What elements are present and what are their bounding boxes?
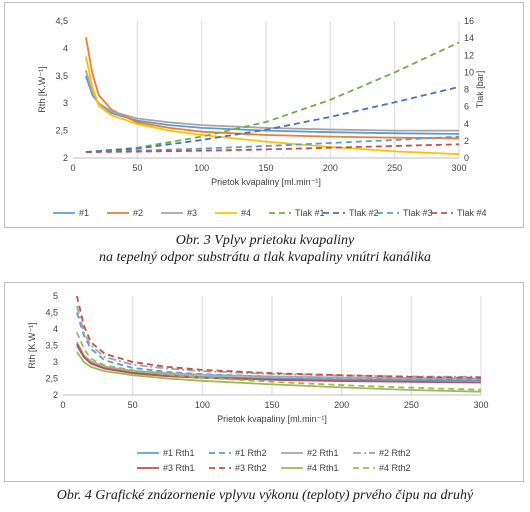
chart-figure-4: 0 50 100 150 200 250 300 2 2,5 3 3,5 4 4,5 5 Prietok k…	[27, 291, 489, 473]
figure-3-panel: 0 50 100 150 200 250 300 2 2,5 3 3,5 4 4,5 0 2 4 6 8 10 12 1…	[4, 2, 524, 228]
legend-label: #3	[187, 208, 197, 218]
y-tick-label: 5	[53, 291, 58, 301]
y-tick-label: 4,5	[45, 308, 58, 318]
y2-axis-title: Tlak [bar]	[475, 71, 485, 109]
legend-label: #1	[79, 208, 89, 218]
series-line-4	[85, 56, 459, 156]
x-tick-label: 0	[60, 400, 65, 410]
series-line-3	[76, 341, 481, 380]
x-tick-label: 150	[264, 400, 279, 410]
x-tick-label: 250	[387, 163, 402, 173]
y-axis-title: Rth [K.W⁻¹]	[27, 322, 37, 368]
figure-4-caption: Obr. 4 Grafické znázornenie vplyvu výkon…	[56, 488, 474, 503]
x-tick-label: 150	[258, 163, 273, 173]
y2-tick-label: 16	[464, 16, 474, 26]
y-tick-label: 2,5	[45, 374, 58, 384]
legend-label: #3 Rth2	[235, 463, 267, 473]
x-tick-label: 200	[334, 400, 349, 410]
figure-3-caption: Obr. 3 Vplyv prietoku kvapaliny na tepel…	[0, 232, 530, 266]
x-tick-label: 100	[194, 163, 209, 173]
series-line-4	[76, 305, 481, 378]
y-tick-label: 2	[63, 153, 68, 163]
series-line-8	[85, 143, 459, 153]
legend-label: Tlak #3	[403, 208, 433, 218]
y-tick-label: 3,5	[45, 341, 58, 351]
x-tick-label: 250	[404, 400, 419, 410]
y-tick-label: 2	[53, 390, 58, 400]
y2-tick-label: 0	[464, 153, 469, 163]
figure-3-caption-line2: na tepelný odpor substrátu a tlak kvapal…	[98, 250, 432, 265]
legend-label: #4 Rth1	[307, 463, 339, 473]
legend-label: #2 Rth2	[379, 448, 411, 458]
series-line-7	[76, 351, 481, 393]
y-tick-label: 2,5	[55, 126, 68, 136]
legend-label: Tlak #2	[349, 208, 379, 218]
y-tick-label: 4,5	[55, 16, 68, 26]
legend-label: #4 Rth2	[379, 463, 411, 473]
x-tick-label: 300	[451, 163, 466, 173]
figure-4-panel: 0 50 100 150 200 250 300 2 2,5 3 3,5 4 4,5 5 Prietok k…	[4, 282, 524, 482]
x-tick-label: 50	[128, 400, 138, 410]
y2-tick-label: 8	[464, 85, 469, 95]
y2-tick-label: 6	[464, 102, 469, 112]
y-axis-title: Rth [K.W⁻¹]	[37, 66, 47, 112]
x-axis-title: Prietok kvapaliny [ml.min⁻¹]	[211, 177, 321, 187]
y-tick-label: 3	[53, 357, 58, 367]
x-tick-label: 0	[70, 163, 75, 173]
series-line-7	[85, 135, 459, 153]
x-tick-label: 100	[195, 400, 210, 410]
y2-tick-label: 10	[464, 67, 474, 77]
y2-tick-label: 14	[464, 33, 474, 43]
legend-label: #3 Rth1	[163, 463, 195, 473]
series-line-2	[76, 312, 481, 380]
legend-label: #4	[241, 208, 251, 218]
x-axis-title: Prietok kvapaliny [ml.min⁻¹]	[217, 414, 327, 424]
figure-3-caption-line1: Obr. 3 Vplyv prietoku kvapaliny	[175, 233, 355, 248]
x-tick-label: 300	[473, 400, 488, 410]
series-line-5	[76, 343, 481, 384]
legend-label: #1 Rth2	[235, 448, 267, 458]
y-tick-label: 3,5	[55, 71, 68, 81]
legend-label: #2 Rth1	[307, 448, 339, 458]
y-tick-label: 4	[63, 43, 68, 53]
legend-label: #1 Rth1	[163, 448, 195, 458]
y-tick-label: 3	[63, 98, 68, 108]
y2-tick-label: 4	[464, 119, 469, 129]
x-tick-label: 200	[323, 163, 338, 173]
series-line-6	[76, 295, 481, 379]
series-line-6	[85, 86, 459, 153]
series-line-2	[85, 37, 459, 140]
chart-figure-3: 0 50 100 150 200 250 30022,533,544,50246810121…	[37, 16, 487, 218]
y-tick-label: 4	[53, 324, 58, 334]
y2-tick-label: 12	[464, 50, 474, 60]
y2-tick-label: 2	[464, 136, 469, 146]
legend-label: #2	[133, 208, 143, 218]
x-tick-label: 50	[132, 163, 142, 173]
legend-label: Tlak #4	[457, 208, 487, 218]
legend-label: Tlak #1	[295, 208, 325, 218]
